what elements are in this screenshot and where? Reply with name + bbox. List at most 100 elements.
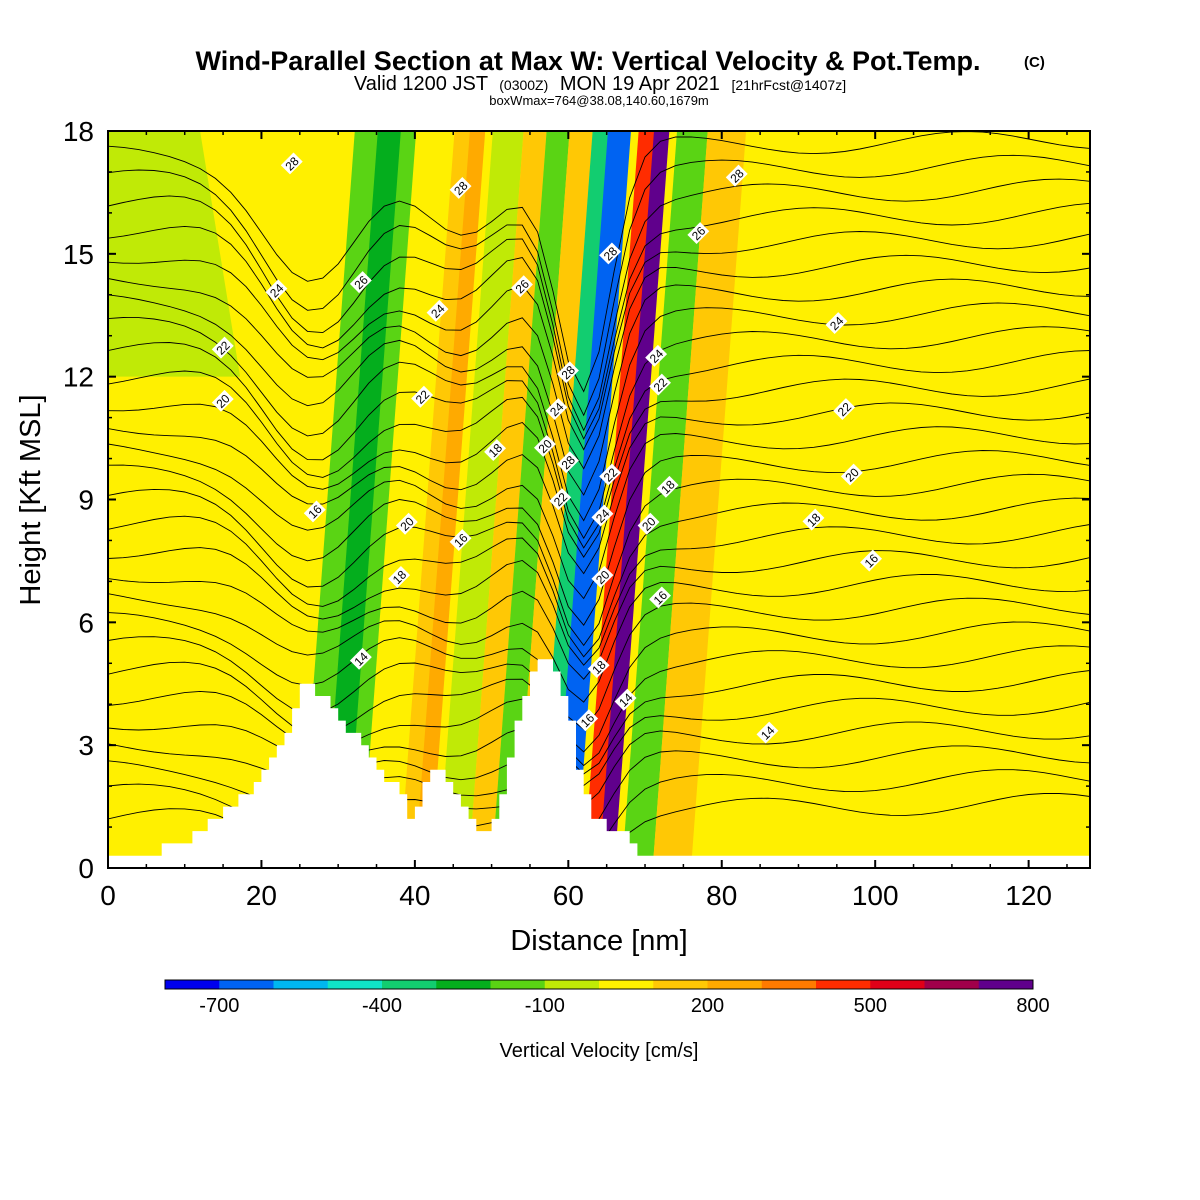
- colorbar-swatch: [978, 980, 1034, 989]
- theta-contour-line: [108, 302, 1090, 522]
- subtitle-date: MON 19 Apr 2021: [560, 73, 720, 95]
- theta-label: 14: [756, 721, 779, 744]
- y-tick-label: 12: [63, 362, 94, 393]
- x-tick-label: 120: [1005, 880, 1052, 911]
- theta-label: 28: [556, 451, 579, 474]
- theta-label: 16: [860, 549, 883, 572]
- x-tick-label: 40: [399, 880, 430, 911]
- theta-label: 20: [591, 565, 614, 588]
- y-tick-label: 9: [78, 485, 94, 516]
- chart-title-mark: (C): [1024, 54, 1045, 71]
- x-axis-label: Distance [nm]: [510, 925, 687, 957]
- x-tick-label: 0: [100, 880, 116, 911]
- theta-label: 18: [802, 508, 825, 531]
- theta-label: 26: [687, 222, 710, 245]
- colorbar-swatch: [653, 980, 708, 989]
- theta-label: 16: [576, 709, 599, 732]
- colorbar-swatch: [924, 980, 980, 989]
- theta-label: 28: [280, 152, 303, 175]
- colorbar-swatch: [870, 980, 925, 989]
- theta-contour-line: [108, 154, 1090, 417]
- colorbar-tick-label: 500: [854, 995, 887, 1017]
- chart-title: Wind-Parallel Section at Max W: Vertical…: [196, 46, 981, 76]
- theta-label: 20: [840, 463, 863, 486]
- theta-contour-line: [108, 697, 1090, 787]
- x-tick-label: 100: [852, 880, 899, 911]
- theta-label: 18: [484, 439, 507, 462]
- theta-contour-line: [108, 378, 1090, 558]
- velocity-band: [468, 131, 547, 868]
- plot-area: 28 28 28 26 26 26 28 28 24 24 24 24 22 22 22 22 20 24 20 18…: [108, 131, 1090, 868]
- theta-label: 24: [426, 299, 449, 322]
- theta-label: 24: [825, 312, 848, 335]
- x-axis: 0 20 40 60 80 100 120: [100, 131, 1068, 911]
- theta-label: 22: [211, 336, 234, 359]
- subtitle-fcst: [21hrFcst@1407z]: [732, 77, 847, 93]
- theta-label: 28: [556, 361, 579, 384]
- theta-contour-labels: 28 28 28 26 26 26 28 28 24 24 24 24 22 22 22 22 20 24 20 18…: [211, 152, 883, 744]
- chart-subtitle-2: boxWmax=764@38.08,140.60,1679m: [489, 93, 709, 108]
- y-tick-label: 6: [78, 607, 94, 638]
- theta-contour-line: [108, 670, 1090, 775]
- theta-label: 26: [510, 275, 533, 298]
- y-tick-label: 3: [78, 730, 94, 761]
- theta-label: 20: [533, 434, 556, 457]
- subtitle-valid: Valid 1200 JST: [354, 73, 488, 95]
- y-tick-label: 0: [78, 853, 94, 884]
- velocity-band: [414, 131, 486, 868]
- theta-contour-line: [108, 573, 1090, 703]
- theta-contour-line: [108, 231, 1090, 451]
- colorbar-swatch: [436, 980, 491, 989]
- velocity-band: [108, 131, 241, 377]
- theta-label: 18: [388, 565, 411, 588]
- velocity-field: [108, 131, 1090, 868]
- theta-contour-line: [108, 254, 1090, 470]
- theta-contour-line: [108, 497, 1090, 658]
- chart-subtitle: Valid 1200 JST (0300Z) MON 19 Apr 2021 […: [354, 73, 846, 95]
- theta-label: 24: [265, 279, 288, 302]
- colorbar-tick-label: -100: [525, 995, 565, 1017]
- theta-label: 18: [656, 475, 679, 498]
- theta-contour-line: [108, 202, 1090, 440]
- theta-label: 28: [725, 164, 748, 187]
- terrain: [108, 659, 1090, 868]
- x-tick-label: 60: [553, 880, 584, 911]
- theta-label: 24: [645, 344, 668, 367]
- colorbar-tick-label: -700: [199, 995, 239, 1017]
- colorbar: -700 -400 -100 200 500 800: [164, 979, 1050, 1017]
- y-axis-label: Height [Kft MSL]: [15, 394, 47, 605]
- colorbar-swatch: [273, 980, 329, 989]
- theta-contour-line: [108, 402, 1090, 575]
- theta-contour-line: [108, 131, 1090, 393]
- theta-label: 14: [349, 647, 372, 670]
- colorbar-swatch: [599, 980, 654, 989]
- colorbar-swatch: [219, 980, 274, 989]
- theta-label: 24: [591, 504, 614, 527]
- colorbar-swatch: [165, 980, 220, 989]
- x-tick-label: 80: [706, 880, 737, 911]
- colorbar-swatch: [707, 980, 763, 989]
- velocity-band: [622, 131, 708, 868]
- colorbar-tick-label: -400: [362, 995, 402, 1017]
- theta-label: 28: [599, 242, 622, 265]
- velocity-band: [322, 131, 401, 868]
- colorbar-label: Vertical Velocity [cm/s]: [500, 1040, 699, 1062]
- colorbar-swatch: [544, 980, 600, 989]
- colorbar-swatch: [816, 980, 871, 989]
- x-tick-label: 20: [246, 880, 277, 911]
- theta-contour-line: [108, 645, 1090, 767]
- theta-label: 22: [649, 373, 672, 396]
- theta-label: 22: [599, 463, 622, 486]
- theta-label: 26: [349, 271, 372, 294]
- colorbar-swatch: [382, 980, 437, 989]
- theta-label: 20: [395, 512, 418, 535]
- theta-label: 20: [211, 389, 234, 412]
- theta-label: 20: [637, 512, 660, 535]
- theta-label: 16: [649, 586, 672, 609]
- theta-label: 16: [449, 529, 472, 552]
- colorbar-frame: [164, 979, 1034, 990]
- theta-label: 22: [833, 398, 856, 421]
- theta-label: 24: [545, 398, 568, 421]
- y-axis: 0 3 6 9 12 15 18: [63, 116, 1090, 884]
- theta-label: 28: [449, 176, 472, 199]
